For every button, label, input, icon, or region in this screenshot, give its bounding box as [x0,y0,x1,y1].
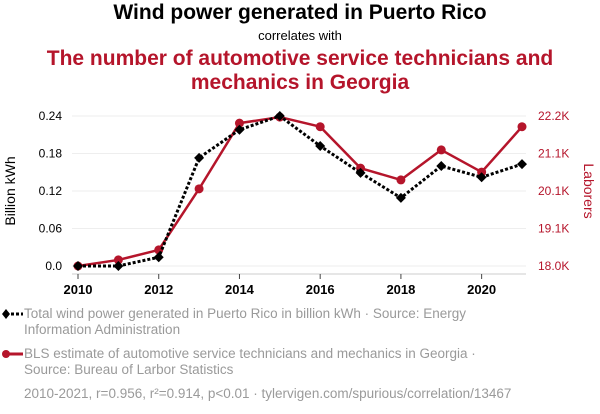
y-right-tick-label: 21.1K [538,147,569,161]
x-tick-label: 2016 [306,282,335,297]
legend-label-technicians: BLS estimate of automotive service techn… [24,346,476,377]
data-point-technicians [396,175,406,185]
y-axis-left-label: Billion kWh [2,156,18,225]
data-point-technicians [315,122,325,132]
x-tick-label: 2010 [64,282,93,297]
y-left-tick-label: 0.12 [39,184,63,198]
data-point-wind [113,261,124,271]
data-point-wind [395,192,406,203]
data-point-wind [476,172,487,183]
series-line-technicians [77,115,523,268]
x-tick-label: 2020 [467,282,496,297]
data-point-wind [194,152,205,163]
data-point-wind [274,111,285,121]
legend-diamond-dotted-icon [2,309,23,319]
chart-title: Wind power generated in Puerto Rico [113,1,487,24]
chart-subtitle: correlates with [258,28,342,43]
grid-lines [72,115,526,267]
data-point-wind [315,141,326,151]
legend-circle-line-icon [2,350,23,358]
data-point-technicians [436,145,446,155]
data-point-wind [153,252,164,263]
data-point-technicians [517,122,527,132]
x-tick-label: 2018 [386,282,415,297]
y-left-tick-label: 0.18 [39,147,63,161]
y-left-tick-label: 0.0 [45,259,62,273]
footer-stats: 2010-2021, r=0.956, r²=0.914, p<0.01 · t… [24,386,512,401]
y-left-tick-label: 0.24 [39,109,63,123]
legend-item-technicians: BLS estimate of automotive service techn… [2,346,524,378]
legend-item-wind: Total wind power generated in Puerto Ric… [2,306,524,338]
y-right-tick-label: 22.2K [538,109,569,123]
data-point-wind [73,261,83,271]
y-axis-right-ticks: 18.0K 19.1K 20.1K 21.1K 22.2K [538,109,569,273]
x-tick-label: 2014 [225,282,255,297]
data-point-technicians [477,167,487,177]
y-axis-right-label: Laborers [581,163,597,218]
data-point-technicians [194,184,204,194]
data-point-wind [355,167,366,178]
x-axis-ticks: 2010 2012 2014 2016 2018 2020 [64,274,496,297]
y-axis-left-ticks: 0.0 0.06 0.12 0.18 0.24 [39,109,63,273]
series-line-wind [78,114,523,268]
legend-label-wind: Total wind power generated in Puerto Ric… [24,306,466,337]
chart-title-secondary: The number of automotive service technic… [46,47,554,94]
y-right-tick-label: 18.0K [538,259,569,273]
data-point-wind [436,161,447,171]
y-right-tick-label: 20.1K [538,184,569,198]
data-point-technicians [113,255,123,265]
data-point-technicians [234,118,244,128]
y-left-tick-label: 0.06 [39,222,63,236]
data-point-wind [234,124,245,135]
series-group [73,111,527,271]
y-right-tick-label: 19.1K [538,222,569,236]
data-point-wind [517,159,527,170]
x-tick-label: 2012 [144,282,173,297]
